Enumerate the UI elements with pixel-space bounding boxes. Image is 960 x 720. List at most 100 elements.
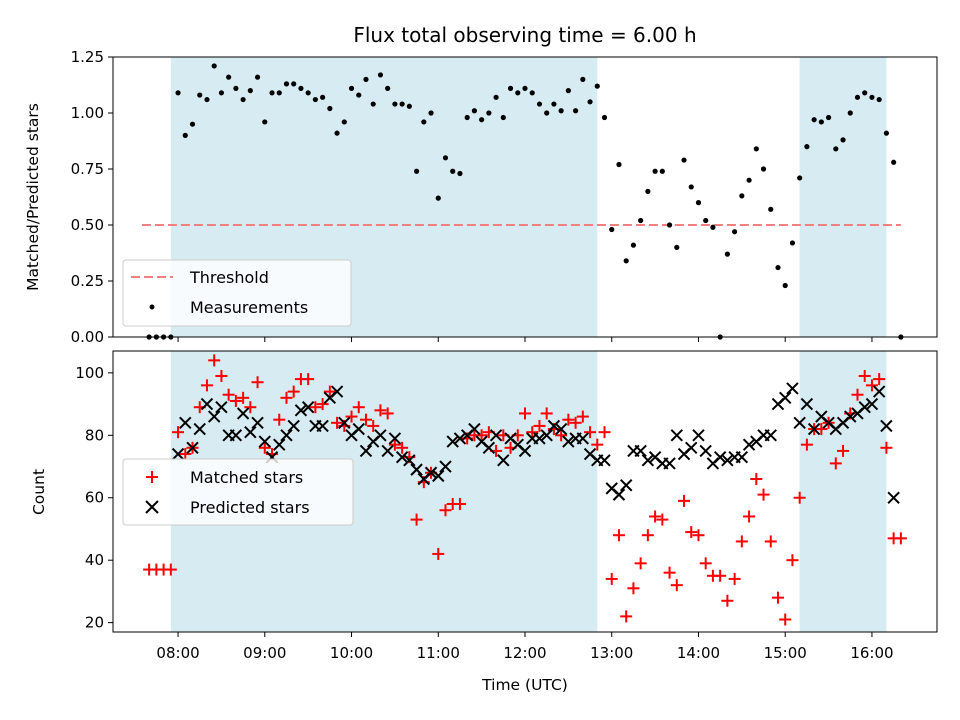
measurement-point xyxy=(175,90,181,96)
matched-star-point xyxy=(244,401,257,414)
matched-star-point xyxy=(229,394,242,407)
predicted-star-point xyxy=(858,400,871,414)
measurement-point xyxy=(515,90,521,96)
matched-star-point xyxy=(367,419,380,432)
y-tick-label: 60 xyxy=(85,489,104,507)
matched-star-point xyxy=(208,354,221,367)
matched-star-point xyxy=(605,572,618,585)
measurement-point xyxy=(753,146,759,152)
measurement-point xyxy=(233,85,239,91)
predicted-star-point xyxy=(273,438,286,451)
legend-measurements-swatch xyxy=(149,304,155,310)
matched-star-point xyxy=(678,494,691,507)
predicted-star-point xyxy=(670,429,683,442)
matched-star-point xyxy=(323,385,336,398)
measurement-point xyxy=(587,99,593,105)
measurement-point xyxy=(797,175,803,181)
measurement-point xyxy=(847,110,853,116)
measurement-points xyxy=(146,63,904,340)
matched-star-point xyxy=(627,582,640,595)
predicted-star-point xyxy=(887,491,900,504)
predicted-star-point xyxy=(634,444,647,458)
predicted-star-point xyxy=(352,422,365,436)
matched-star-point xyxy=(620,610,633,623)
matched-star-point xyxy=(735,535,748,548)
legend-threshold-label: Threshold xyxy=(189,268,269,287)
matched-star-point xyxy=(388,438,401,451)
matched-star-point xyxy=(345,410,358,423)
bottom-x-ticks: 08:00 09:00 10:00 11:00 12:00 13:00 14:00 15:00… xyxy=(156,632,894,662)
top-x-ticks xyxy=(177,337,873,342)
matched-star-point xyxy=(287,385,300,398)
matched-star-point xyxy=(800,438,813,451)
measurement-point xyxy=(218,90,225,96)
measurement-point xyxy=(630,242,637,248)
matched-star-point xyxy=(858,369,871,382)
matched-star-point xyxy=(880,441,893,454)
measurement-point xyxy=(645,188,651,194)
y-tick-label: 40 xyxy=(85,551,104,569)
x-tick-label: 16:00 xyxy=(850,644,893,662)
bottom-y-ticks: 20 40 60 80 100 xyxy=(75,364,113,632)
matched-star-point xyxy=(316,398,329,411)
measurement-point xyxy=(428,110,434,116)
predicted-star-point xyxy=(236,407,250,420)
predicted-star-point xyxy=(381,444,394,458)
matched-star-point xyxy=(764,535,777,548)
predicted-star-point xyxy=(403,454,416,467)
y-tick-label: 100 xyxy=(75,364,104,382)
measurement-point xyxy=(565,88,571,94)
matched-star-point xyxy=(649,510,662,523)
matched-star-point xyxy=(793,491,806,504)
matched-star-point xyxy=(786,554,799,567)
matched-star-points xyxy=(143,354,907,626)
measurement-point xyxy=(703,217,709,224)
predicted-star-point xyxy=(844,410,857,423)
predicted-star-point xyxy=(800,397,814,411)
measurement-point xyxy=(500,114,506,121)
measurement-point xyxy=(240,96,246,103)
matched-star-point xyxy=(432,547,445,560)
x-tick-label: 13:00 xyxy=(590,644,633,662)
measurement-point xyxy=(211,63,217,69)
legend-predicted-label: Predicted stars xyxy=(190,498,310,517)
measurement-point xyxy=(421,119,427,125)
legend-measurements-label: Measurements xyxy=(190,298,308,317)
measurement-point xyxy=(789,240,796,246)
predicted-star-point xyxy=(533,432,546,445)
y-tick-label: 1.25 xyxy=(71,48,104,66)
matched-star-point xyxy=(591,438,604,451)
matched-star-point xyxy=(172,426,185,439)
measurement-point xyxy=(536,101,543,107)
predicted-star-point xyxy=(562,435,575,448)
measurement-point xyxy=(739,193,745,199)
predicted-star-point xyxy=(699,444,712,458)
predicted-star-point xyxy=(316,419,329,433)
measurement-point xyxy=(392,101,398,107)
measurement-point xyxy=(659,168,665,174)
measurement-point xyxy=(862,90,868,96)
measurement-point xyxy=(312,96,318,103)
matched-star-point xyxy=(381,407,394,420)
measurement-point xyxy=(471,108,478,114)
matched-star-point xyxy=(779,613,792,626)
predicted-star-point xyxy=(793,416,806,430)
matched-star-point xyxy=(728,572,741,585)
predicted-star-point xyxy=(872,385,886,398)
matched-star-point xyxy=(692,529,705,542)
measurement-point xyxy=(869,94,875,100)
matched-star-point xyxy=(215,369,228,382)
measurement-point xyxy=(341,119,347,125)
predicted-star-point xyxy=(468,422,481,436)
predicted-star-point xyxy=(287,419,300,433)
predicted-star-point xyxy=(200,397,214,411)
chart-title: Flux total observing time = 6.00 h xyxy=(353,23,696,47)
measurement-point xyxy=(804,144,810,150)
measurement-point xyxy=(732,229,738,235)
predicted-star-point xyxy=(251,416,264,430)
measurement-point xyxy=(652,168,658,174)
predicted-star-point xyxy=(742,438,756,451)
matched-star-point xyxy=(569,416,582,429)
matched-star-point xyxy=(771,591,784,604)
predicted-star-point xyxy=(619,479,633,492)
